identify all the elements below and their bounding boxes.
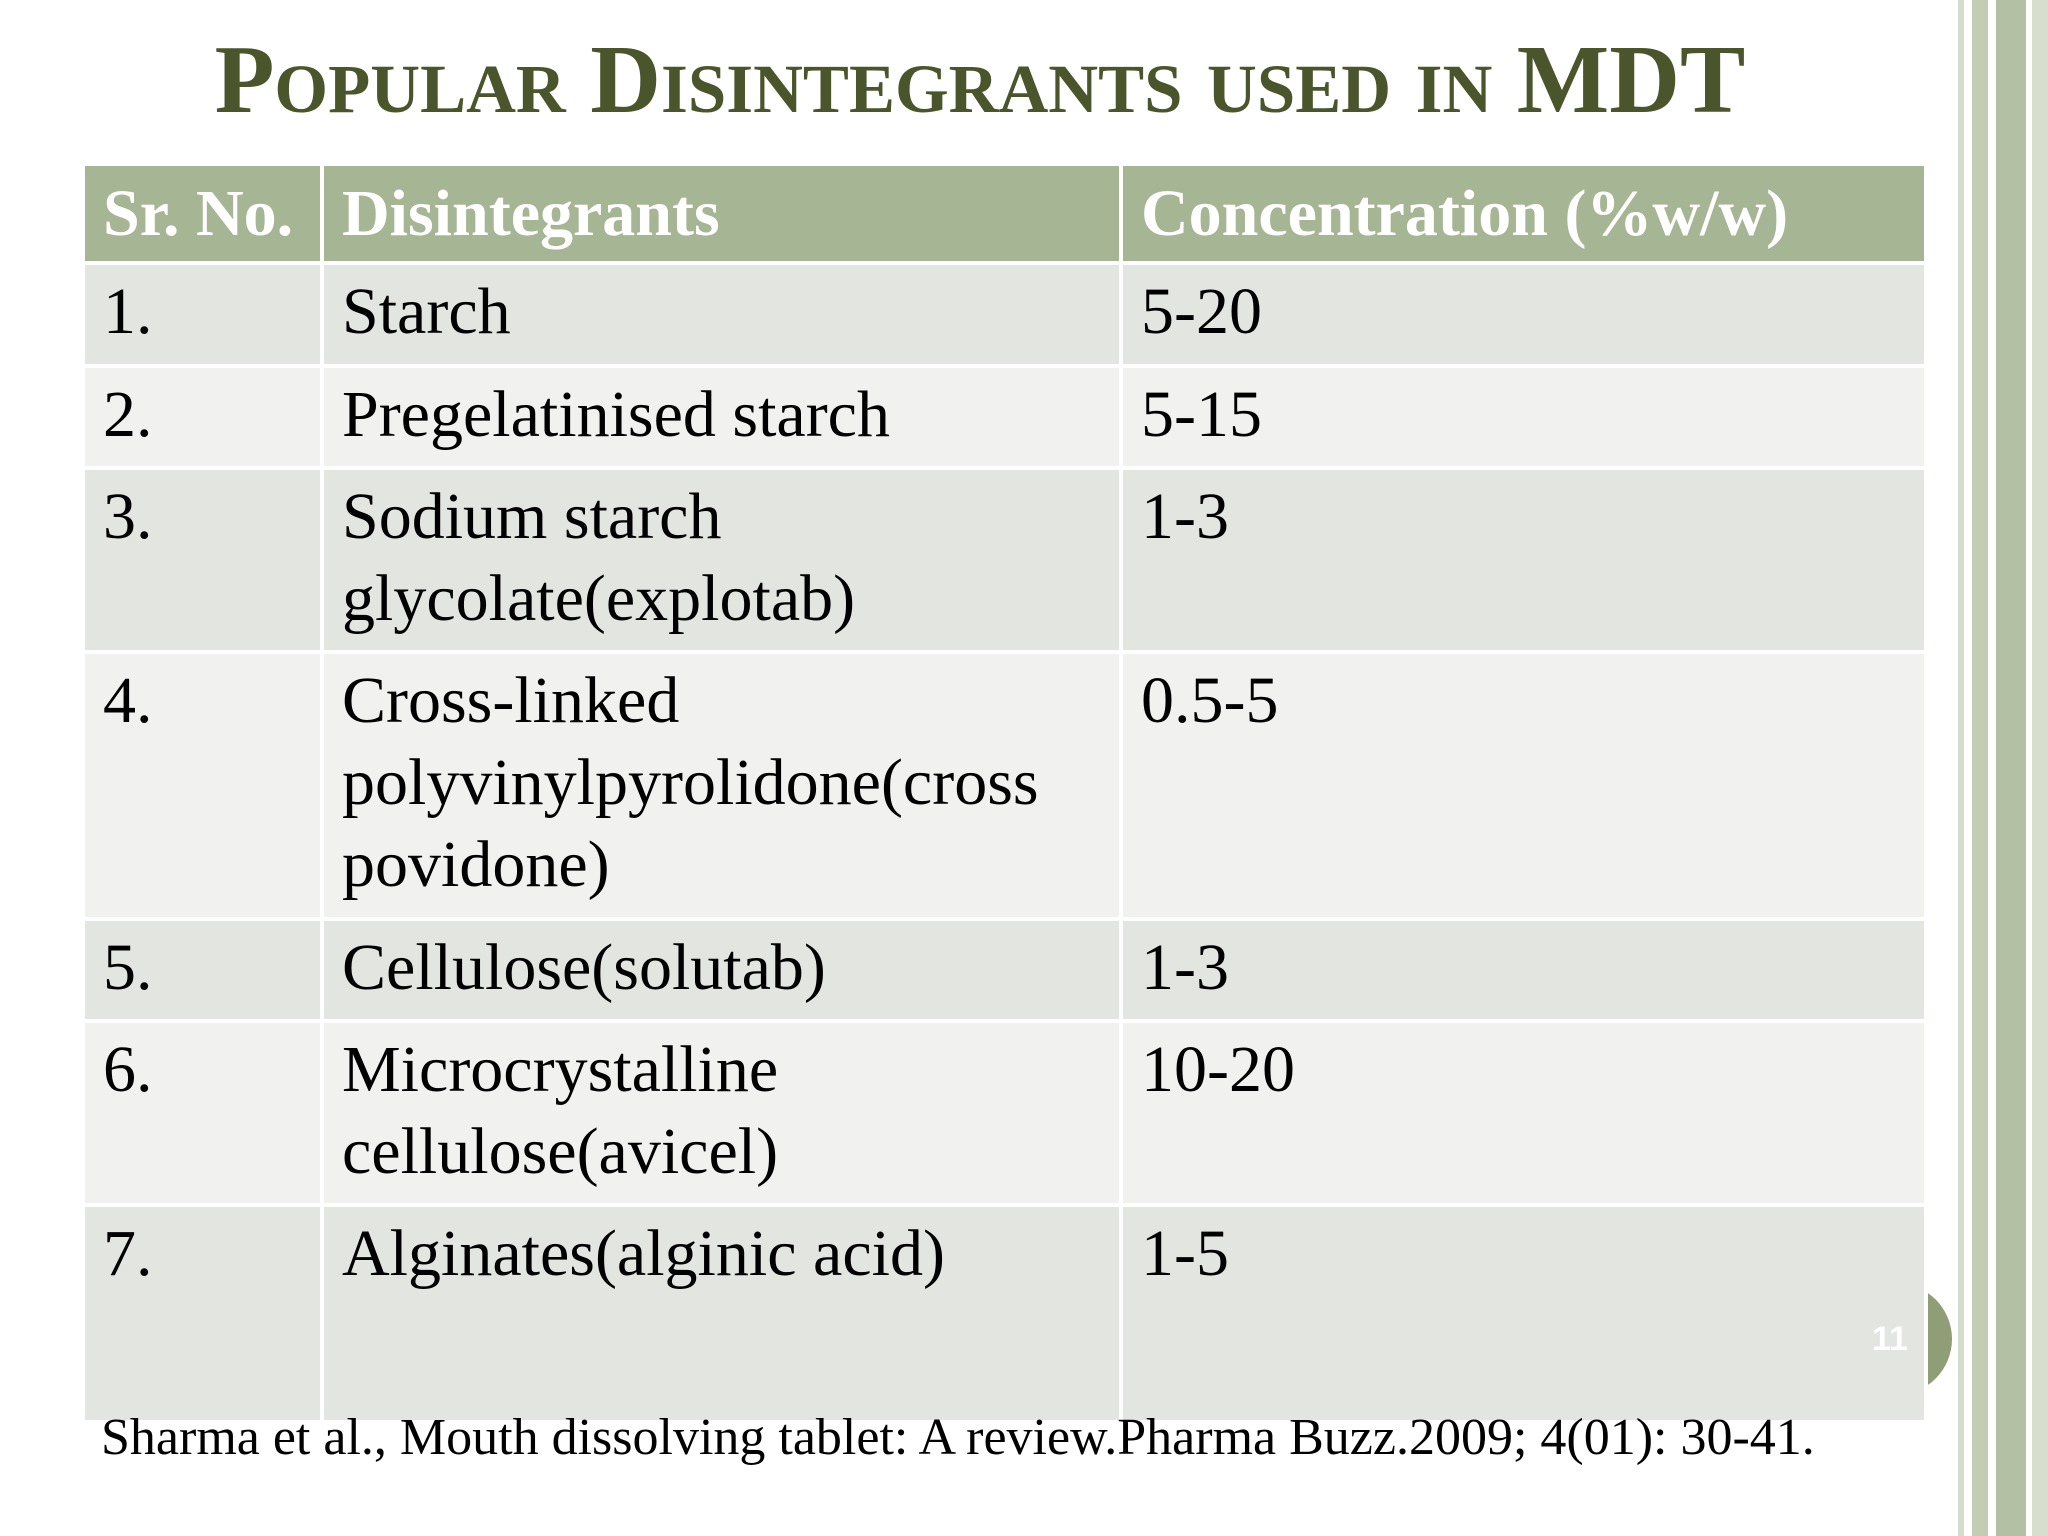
table-cell: Cellulose(solutab) (320, 917, 1123, 1023)
column-header: Disintegrants (320, 162, 1123, 265)
table-cell: Cross-linked polyvinylpyrolidone(cross p… (320, 650, 1123, 921)
table-cell: Pregelatinised starch (320, 364, 1123, 470)
table-cell: 3. (81, 466, 324, 654)
table-cell: 4. (81, 650, 324, 921)
table-row: 7. Alginates(alginic acid) 1-5 (81, 1203, 1928, 1424)
table-row: 5. Cellulose(solutab) 1-3 (81, 917, 1928, 1023)
border-stripe (2032, 0, 2048, 1536)
data-table: Sr. No. Disintegrants Concentration (%w/w)… (81, 162, 1928, 1424)
table-cell: 2. (81, 364, 324, 470)
table-cell: Sodium starch glycolate(explotab) (320, 466, 1123, 654)
border-stripe (1996, 0, 2026, 1536)
table-cell: 5-15 (1119, 364, 1928, 470)
table-row: 3. Sodium starch glycolate(explotab) 1-3 (81, 466, 1928, 654)
table-cell: 0.5-5 (1119, 650, 1928, 921)
table-row: 6. Microcrystalline cellulose(avicel) 10-2… (81, 1019, 1928, 1207)
table-cell: 1-3 (1119, 917, 1928, 1023)
header-row: Sr. No. Disintegrants Concentration (%w/w) (81, 162, 1928, 265)
border-stripe (1972, 0, 1988, 1536)
table-cell: 1. (81, 261, 324, 368)
table-cell: 7. (81, 1203, 324, 1424)
table-cell: 1-3 (1119, 466, 1928, 654)
border-stripe (1958, 0, 1964, 1536)
table-cell: 10-20 (1119, 1019, 1928, 1207)
table-row: 1. Starch 5-20 (81, 261, 1928, 368)
table-cell: 1-5 (1119, 1203, 1928, 1424)
footnote: Sharma et al., Mouth dissolving tablet: … (101, 1409, 1815, 1466)
column-header: Sr. No. (81, 162, 324, 265)
table-row: 2. Pregelatinised starch 5-15 (81, 364, 1928, 470)
table-row: 4. Cross-linked polyvinylpyrolidone(cross… (81, 650, 1928, 921)
table-cell: Microcrystalline cellulose(avicel) (320, 1019, 1123, 1207)
table-cell: 6. (81, 1019, 324, 1207)
table-cell: 5-20 (1119, 261, 1928, 368)
column-header: Concentration (%w/w) (1119, 162, 1928, 265)
slide-number: 11 (1872, 1320, 1908, 1358)
table-cell: Alginates(alginic acid) (320, 1203, 1123, 1424)
slide-title: Popular Disintegrants used in MDT (214, 26, 1746, 134)
table-cell: 5. (81, 917, 324, 1023)
table-cell: Starch (320, 261, 1123, 368)
